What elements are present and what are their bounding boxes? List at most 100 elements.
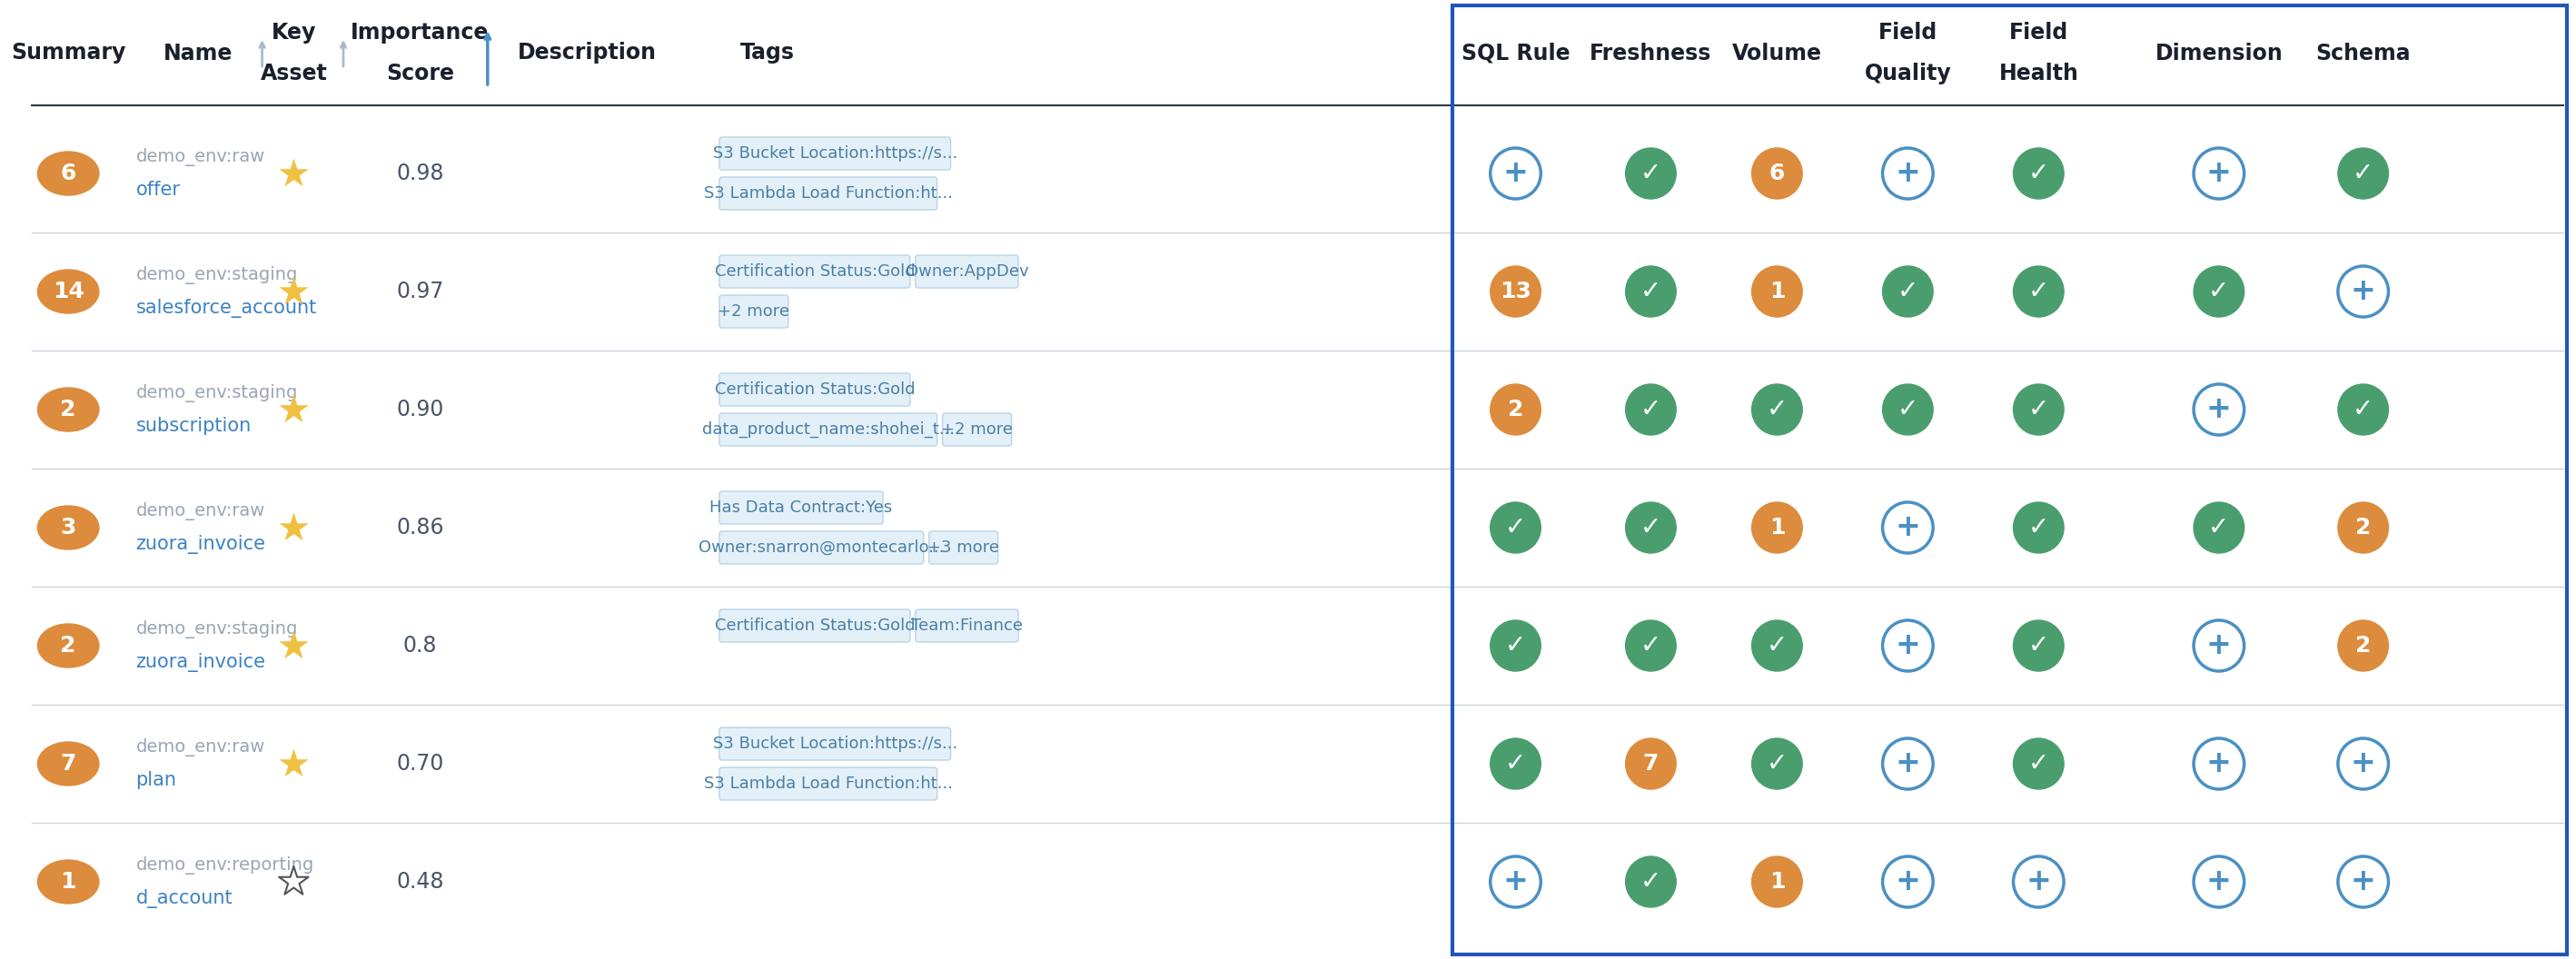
Circle shape xyxy=(2339,385,2388,435)
Text: 1: 1 xyxy=(1770,517,1785,539)
Text: Freshness: Freshness xyxy=(1589,42,1713,64)
Text: 1: 1 xyxy=(1770,281,1785,302)
Text: salesforce_account: salesforce_account xyxy=(137,298,317,317)
Circle shape xyxy=(1492,385,1540,435)
Text: ✓: ✓ xyxy=(1641,279,1662,304)
FancyBboxPatch shape xyxy=(914,255,1018,288)
Text: ✓: ✓ xyxy=(2027,751,2048,777)
Text: +3 more: +3 more xyxy=(927,539,999,556)
Circle shape xyxy=(1883,266,1932,316)
Text: 2: 2 xyxy=(59,635,77,657)
Text: ✓: ✓ xyxy=(1641,161,1662,186)
Text: +: + xyxy=(1896,158,1922,188)
Text: Tags: Tags xyxy=(739,42,793,64)
FancyBboxPatch shape xyxy=(930,531,997,564)
Circle shape xyxy=(2339,620,2388,671)
Text: data_product_name:shohei_t...: data_product_name:shohei_t... xyxy=(701,421,956,438)
Text: ✓: ✓ xyxy=(1504,515,1525,540)
Text: S3 Lambda Load Function:ht...: S3 Lambda Load Function:ht... xyxy=(703,776,953,792)
Ellipse shape xyxy=(39,624,98,667)
Point xyxy=(273,756,314,771)
Text: ✓: ✓ xyxy=(1641,515,1662,540)
Text: offer: offer xyxy=(137,180,180,199)
Circle shape xyxy=(2014,385,2063,435)
FancyBboxPatch shape xyxy=(719,413,938,446)
Text: Field: Field xyxy=(1878,22,1937,43)
Ellipse shape xyxy=(39,505,98,550)
Text: ✓: ✓ xyxy=(1641,633,1662,659)
Text: 0.70: 0.70 xyxy=(397,753,443,775)
Text: +: + xyxy=(2349,749,2375,779)
Text: +: + xyxy=(2205,394,2231,425)
Text: Quality: Quality xyxy=(1865,62,1950,84)
Text: Certification Status:Gold: Certification Status:Gold xyxy=(714,264,914,280)
Circle shape xyxy=(1752,856,1803,907)
Circle shape xyxy=(1883,385,1932,435)
Text: 2: 2 xyxy=(1507,399,1522,420)
Circle shape xyxy=(2014,148,2063,199)
Text: Description: Description xyxy=(518,42,657,64)
Text: demo_env:staging: demo_env:staging xyxy=(137,385,299,403)
Circle shape xyxy=(2339,738,2388,789)
Circle shape xyxy=(1625,620,1677,671)
Text: +: + xyxy=(1896,867,1922,897)
Circle shape xyxy=(1492,148,1540,199)
Text: Health: Health xyxy=(1999,62,2079,84)
Circle shape xyxy=(1883,738,1932,789)
Text: demo_env:raw: demo_env:raw xyxy=(137,503,265,521)
Circle shape xyxy=(2195,385,2244,435)
Point xyxy=(273,284,314,299)
Text: 0.98: 0.98 xyxy=(397,163,443,184)
Text: +: + xyxy=(2205,158,2231,188)
Circle shape xyxy=(1752,266,1803,316)
Text: ✓: ✓ xyxy=(2027,161,2048,186)
Circle shape xyxy=(1752,738,1803,789)
Text: ✓: ✓ xyxy=(1641,397,1662,422)
Text: S3 Bucket Location:https://s...: S3 Bucket Location:https://s... xyxy=(714,146,958,162)
Text: zuora_invoice: zuora_invoice xyxy=(137,534,265,553)
Text: 1: 1 xyxy=(59,871,77,893)
Text: +2 more: +2 more xyxy=(719,303,791,319)
Text: zuora_invoice: zuora_invoice xyxy=(137,652,265,671)
Text: ✓: ✓ xyxy=(1767,751,1788,777)
Text: +2 more: +2 more xyxy=(940,421,1012,437)
Text: ✓: ✓ xyxy=(2352,397,2372,422)
Text: S3 Lambda Load Function:ht...: S3 Lambda Load Function:ht... xyxy=(703,185,953,201)
Text: ✓: ✓ xyxy=(1504,751,1525,777)
Text: +: + xyxy=(2205,631,2231,661)
Circle shape xyxy=(2195,503,2244,553)
Circle shape xyxy=(2195,856,2244,907)
Text: 0.90: 0.90 xyxy=(397,399,443,420)
Ellipse shape xyxy=(39,742,98,785)
Text: Dimension: Dimension xyxy=(2156,42,2282,64)
Text: 2: 2 xyxy=(2354,635,2370,657)
Text: 7: 7 xyxy=(59,753,77,775)
Text: +: + xyxy=(2349,276,2375,307)
Circle shape xyxy=(2195,266,2244,316)
Circle shape xyxy=(1492,738,1540,789)
Text: ✓: ✓ xyxy=(1767,633,1788,659)
Text: demo_env:staging: demo_env:staging xyxy=(137,620,299,639)
Text: Team:Finance: Team:Finance xyxy=(912,618,1023,634)
Text: ✓: ✓ xyxy=(2352,161,2372,186)
Text: SQL Rule: SQL Rule xyxy=(1461,42,1569,64)
Text: Score: Score xyxy=(386,62,453,84)
Text: +: + xyxy=(1896,631,1922,661)
Text: demo_env:reporting: demo_env:reporting xyxy=(137,856,314,875)
Text: Field: Field xyxy=(2009,22,2069,43)
Circle shape xyxy=(1625,266,1677,316)
Circle shape xyxy=(2014,738,2063,789)
Text: Summary: Summary xyxy=(10,42,126,64)
Text: d_account: d_account xyxy=(137,889,232,907)
Circle shape xyxy=(1883,503,1932,553)
Text: ✓: ✓ xyxy=(1504,633,1525,659)
FancyBboxPatch shape xyxy=(719,373,909,406)
Text: Owner:AppDev: Owner:AppDev xyxy=(904,264,1028,280)
Ellipse shape xyxy=(39,387,98,432)
Point xyxy=(273,166,314,181)
Circle shape xyxy=(2014,856,2063,907)
Text: plan: plan xyxy=(137,771,178,789)
Text: +: + xyxy=(2205,867,2231,897)
Circle shape xyxy=(2014,620,2063,671)
Circle shape xyxy=(1625,503,1677,553)
